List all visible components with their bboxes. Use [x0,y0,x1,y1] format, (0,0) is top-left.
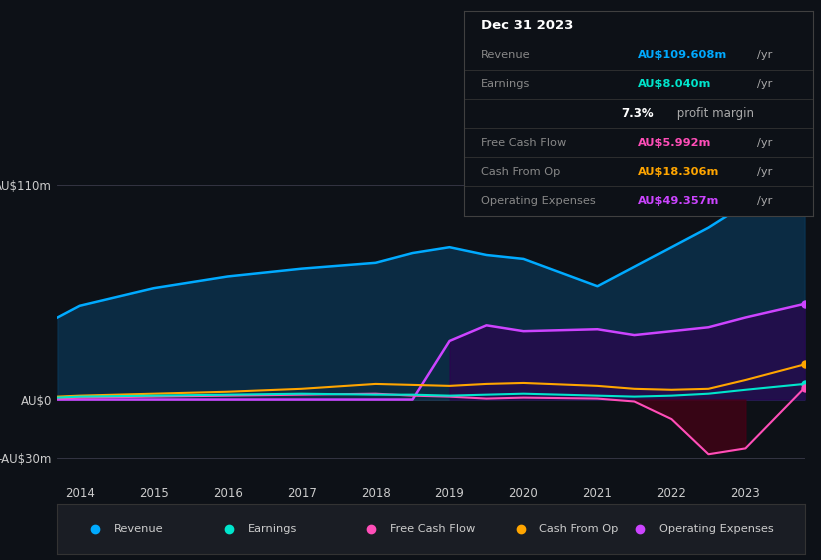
Text: profit margin: profit margin [673,107,754,120]
Text: Earnings: Earnings [481,79,530,89]
Text: /yr: /yr [757,79,773,89]
Text: Revenue: Revenue [481,50,531,60]
Text: Operating Expenses: Operating Expenses [659,524,773,534]
Text: Earnings: Earnings [248,524,297,534]
Text: Cash From Op: Cash From Op [539,524,619,534]
Text: AU$5.992m: AU$5.992m [639,138,712,148]
Text: Free Cash Flow: Free Cash Flow [481,138,566,148]
Text: Free Cash Flow: Free Cash Flow [390,524,475,534]
Text: AU$49.357m: AU$49.357m [639,196,720,206]
Text: Operating Expenses: Operating Expenses [481,196,596,206]
Text: AU$18.306m: AU$18.306m [639,167,720,177]
Text: /yr: /yr [757,196,773,206]
Text: 7.3%: 7.3% [621,107,654,120]
Text: /yr: /yr [757,167,773,177]
Text: AU$109.608m: AU$109.608m [639,50,727,60]
Text: /yr: /yr [757,138,773,148]
Text: /yr: /yr [757,50,773,60]
Text: AU$8.040m: AU$8.040m [639,79,712,89]
Text: Revenue: Revenue [113,524,163,534]
Text: Cash From Op: Cash From Op [481,167,561,177]
Text: Dec 31 2023: Dec 31 2023 [481,19,574,32]
